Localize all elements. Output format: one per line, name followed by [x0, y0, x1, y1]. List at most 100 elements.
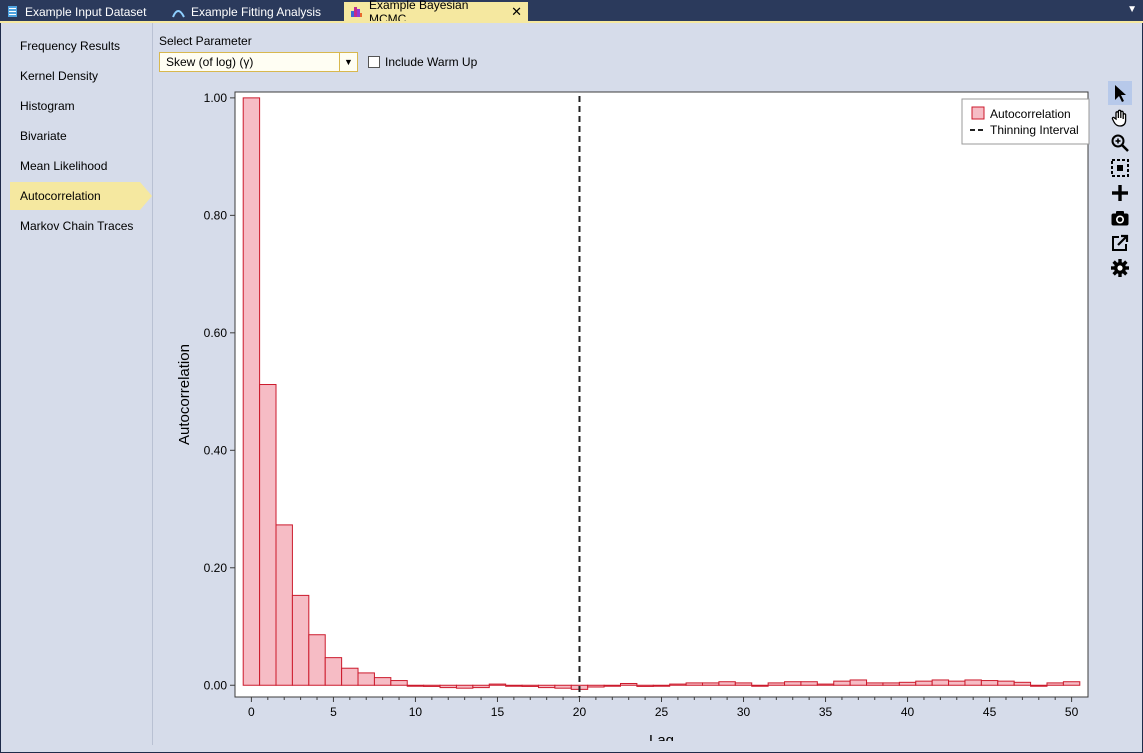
pan-hand-icon[interactable] — [1108, 106, 1132, 130]
include-warm-up-option[interactable]: Include Warm Up — [368, 55, 477, 69]
sidebar-item-histogram[interactable]: Histogram — [10, 92, 140, 120]
autocorrelation-bar — [718, 681, 736, 686]
autocorrelation-bar — [636, 684, 654, 687]
autocorrelation-bar — [997, 680, 1015, 686]
y-axis-label: Autocorrelation — [176, 344, 193, 445]
sidebar-item-kernel-density[interactable]: Kernel Density — [10, 62, 140, 90]
sidebar-item-frequency-results[interactable]: Frequency Results — [10, 32, 140, 60]
x-tick-label: 0 — [248, 705, 255, 719]
tab-example-fitting-analysis[interactable]: Example Fitting Analysis — [166, 2, 343, 21]
sidebar-item-bivariate[interactable]: Bivariate — [10, 122, 140, 150]
y-tick-label: 1.00 — [204, 91, 228, 105]
autocorrelation-bar — [242, 97, 261, 686]
autocorrelation-bar — [439, 684, 457, 689]
autocorrelation-bar — [275, 524, 293, 686]
autocorrelation-bar — [669, 683, 687, 686]
y-tick-label: 0.60 — [204, 326, 228, 340]
autocorrelation-bar — [915, 680, 933, 686]
zoom-icon[interactable] — [1108, 131, 1132, 155]
settings-gear-icon[interactable] — [1108, 256, 1132, 280]
y-tick-label: 0.00 — [204, 678, 228, 692]
autocorrelation-bar — [702, 682, 720, 686]
autocorrelation-bar — [406, 684, 425, 687]
parameter-dropdown[interactable]: Skew (of log) (γ) ▼ — [159, 52, 358, 72]
close-icon[interactable]: ✕ — [511, 4, 522, 19]
autocorrelation-bar — [259, 384, 277, 686]
autocorrelation-bar — [898, 681, 917, 686]
sidebar-item-label: Markov Chain Traces — [20, 219, 134, 233]
autocorrelation-bar — [964, 679, 982, 686]
autocorrelation-bar — [554, 684, 572, 689]
autocorrelation-bar — [324, 657, 343, 686]
y-tick-label: 0.40 — [204, 443, 228, 457]
include-warm-up-checkbox[interactable] — [368, 56, 380, 68]
autocorrelation-bar — [784, 681, 802, 686]
autocorrelation-bar — [1030, 684, 1048, 687]
dataset-icon — [6, 5, 19, 18]
camera-icon[interactable] — [1108, 206, 1132, 230]
x-tick-label: 5 — [330, 705, 337, 719]
pointer-icon[interactable] — [1108, 81, 1132, 105]
autocorrelation-bar — [455, 684, 474, 689]
include-warm-up-label: Include Warm Up — [385, 55, 478, 69]
autocorrelation-bar — [341, 667, 359, 686]
autocorrelation-bar — [603, 684, 621, 687]
autocorrelation-bar — [1013, 681, 1032, 686]
x-tick-label: 15 — [491, 705, 505, 719]
autocorrelation-bar — [833, 680, 851, 686]
y-tick-label: 0.80 — [204, 208, 228, 222]
autocorrelation-bar — [767, 682, 786, 686]
autocorrelation-bar — [291, 594, 310, 686]
autocorrelation-bar — [866, 682, 884, 686]
sidebar-item-autocorrelation[interactable]: Autocorrelation — [10, 182, 152, 210]
sidebar-item-label: Autocorrelation — [20, 189, 101, 203]
tab-example-bayesian-mcmc[interactable]: Example Bayesian MCMC ✕ — [344, 0, 528, 26]
x-tick-label: 10 — [409, 705, 423, 719]
autocorrelation-chart[interactable]: 0 5 10 15 20 25 30 35 40 45 50 0.00 0.20 0.40 0.60 0.80… — [159, 81, 1099, 741]
tab-label: Example Input Dataset — [25, 4, 147, 19]
x-tick-label: 30 — [737, 705, 751, 719]
select-parameter-label: Select Parameter — [159, 34, 252, 48]
autocorrelation-bar — [587, 684, 605, 688]
sidebar-item-label: Bivariate — [20, 129, 67, 143]
autocorrelation-bar — [652, 684, 671, 687]
x-tick-label: 40 — [901, 705, 915, 719]
x-axis-label: Lag — [649, 732, 674, 741]
autocorrelation-bar — [308, 634, 326, 686]
autocorrelation-bar — [751, 684, 769, 687]
sidebar-item-mean-likelihood[interactable]: Mean Likelihood — [10, 152, 140, 180]
document-tab-bar: Example Input Dataset Example Fitting An… — [0, 0, 1143, 26]
zoom-extents-icon[interactable] — [1108, 156, 1132, 180]
autocorrelation-bar — [505, 684, 523, 687]
autocorrelation-bar — [423, 684, 441, 687]
autocorrelation-bar — [1046, 682, 1064, 686]
autocorrelation-bar — [980, 680, 999, 686]
autocorrelation-bar — [816, 683, 835, 686]
sidebar-item-label: Frequency Results — [20, 39, 121, 53]
tab-label: Example Fitting Analysis — [191, 4, 322, 19]
legend-label-autocorrelation: Autocorrelation — [990, 107, 1071, 121]
tab-overflow-menu-icon[interactable]: ▼ — [1127, 4, 1137, 15]
legend-box — [961, 98, 1090, 145]
sidebar-item-markov-chain-traces[interactable]: Markov Chain Traces — [10, 212, 140, 240]
autocorrelation-bar — [1062, 681, 1081, 686]
legend-label-thinning-interval: Thinning Interval — [990, 123, 1079, 137]
autocorrelation-bar — [849, 679, 868, 686]
tab-example-input-dataset[interactable]: Example Input Dataset — [0, 2, 165, 21]
x-tick-label: 45 — [983, 705, 997, 719]
autocorrelation-bar — [685, 682, 704, 686]
sidebar-item-label: Mean Likelihood — [20, 159, 108, 173]
chevron-down-icon[interactable]: ▼ — [339, 53, 357, 71]
autocorrelation-bar — [537, 684, 556, 689]
add-icon[interactable] — [1108, 181, 1132, 205]
fitting-curve-icon — [172, 5, 185, 18]
export-icon[interactable] — [1108, 231, 1132, 255]
parameter-dropdown-value: Skew (of log) (γ) — [166, 55, 254, 69]
autocorrelation-bar — [800, 681, 818, 686]
autocorrelation-bar — [521, 684, 539, 687]
plot-area — [234, 91, 1089, 698]
autocorrelation-bar — [472, 684, 490, 689]
autocorrelation-bar — [882, 682, 900, 686]
tab-accent-line — [0, 21, 1143, 23]
autocorrelation-bar — [390, 680, 408, 686]
